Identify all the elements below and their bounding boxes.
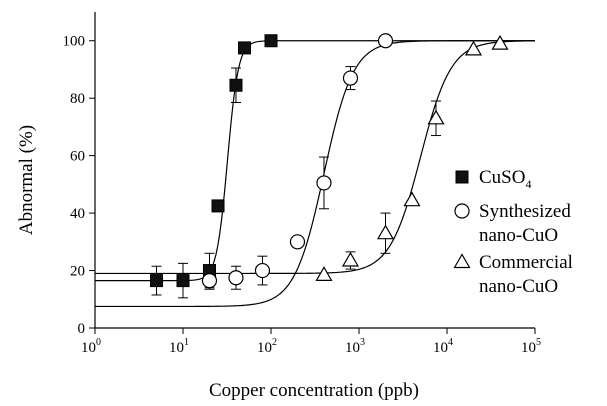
data-point-open-circle <box>228 270 244 286</box>
x-tick-label: 101 <box>169 337 189 356</box>
data-point-open-triangle <box>491 34 509 50</box>
x-tick-label: 100 <box>81 337 101 356</box>
fit-curves <box>95 40 536 308</box>
y-axis-title: Abnormal (%) <box>16 125 37 235</box>
legend-marker <box>453 253 471 269</box>
data-point-open-triangle <box>427 109 445 125</box>
data-point-open-triangle <box>464 40 483 56</box>
y-tick-label: 40 <box>70 206 85 222</box>
data-point-open-circle <box>377 33 394 49</box>
data-point-open-triangle <box>376 224 395 240</box>
legend-label-line2: nano-CuO <box>479 276 558 297</box>
y-tick-label: 100 <box>63 34 86 50</box>
data-point-open-circle <box>316 175 332 191</box>
axes: 0 20 40 60 80 100 100 101 102 103 104 105 <box>63 12 541 356</box>
data-point-open-circle <box>289 234 306 250</box>
data-point-filled-square <box>229 78 243 92</box>
legend-label: Synthesized <box>479 201 571 222</box>
data-point-filled-square <box>176 274 190 288</box>
data-point-open-triangle <box>315 266 333 281</box>
fit-curve-2 <box>95 40 536 275</box>
legend: CuSO4 Synthesized nano-CuO Commercial nano-C… <box>453 167 573 297</box>
fit-curve-0 <box>95 40 535 282</box>
error-bars <box>151 66 442 299</box>
x-tick-label: 102 <box>257 337 277 356</box>
legend-label: Commercial <box>479 252 573 273</box>
data-markers <box>150 33 509 289</box>
data-point-filled-square <box>264 34 278 48</box>
legend-label-line2: nano-CuO <box>479 225 558 246</box>
fit-curve-1 <box>95 40 535 308</box>
y-tick-label: 80 <box>70 91 85 107</box>
data-point-open-triangle <box>403 191 421 207</box>
y-tick-label: 60 <box>70 149 85 165</box>
legend-item-1: Synthesized nano-CuO <box>454 201 571 246</box>
legend-marker <box>455 170 469 184</box>
x-tick-label: 105 <box>521 337 541 356</box>
data-point-open-circle <box>254 262 271 279</box>
y-tick-label: 20 <box>70 264 85 280</box>
data-point-filled-square <box>150 274 164 288</box>
legend-item-2: Commercial nano-CuO <box>453 252 573 297</box>
data-point-open-circle <box>201 273 218 289</box>
legend-item-0: CuSO4 <box>455 167 531 191</box>
x-tick-label: 104 <box>433 337 453 356</box>
data-point-open-triangle <box>341 251 360 267</box>
x-tick-label: 103 <box>345 337 365 356</box>
data-point-filled-square <box>238 41 252 55</box>
data-point-open-circle <box>342 70 359 86</box>
x-axis-title: Copper concentration (ppb) <box>209 380 419 401</box>
legend-label: CuSO4 <box>479 167 531 191</box>
legend-marker <box>454 203 470 219</box>
y-tick-label: 0 <box>78 321 86 337</box>
data-point-filled-square <box>211 199 225 213</box>
